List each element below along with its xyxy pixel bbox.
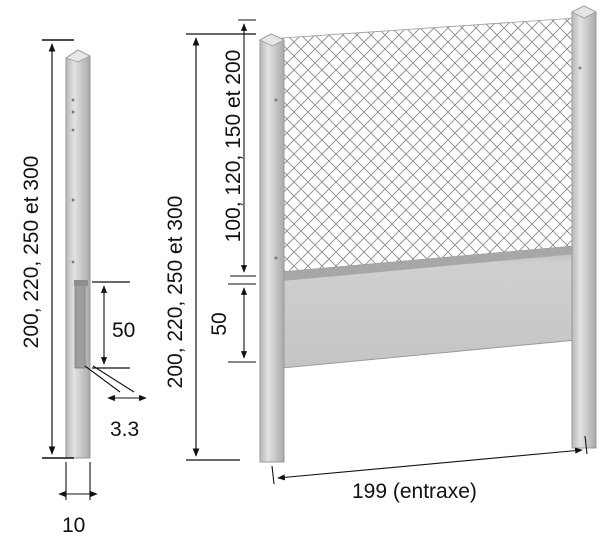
single-post-top bbox=[65, 49, 91, 63]
slot-depth-dimension: 3.3 bbox=[84, 365, 147, 441]
fence-post-height-dimension: 200, 220, 250 et 300 bbox=[164, 33, 256, 461]
plate-height-label: 50 bbox=[208, 312, 231, 335]
spacing-dimension: 199 (entraxe) bbox=[271, 435, 588, 503]
post-slot bbox=[74, 283, 86, 369]
post-width-label: 10 bbox=[62, 514, 85, 537]
wire-mesh bbox=[281, 17, 577, 273]
plate-height-dimension: 50 bbox=[208, 283, 256, 363]
slot-height-dimension: 50 bbox=[92, 281, 135, 369]
single-post-height-label: 200, 220, 250 et 300 bbox=[20, 156, 43, 349]
mesh-height-label: 100, 120, 150 et 200 bbox=[222, 50, 245, 243]
fence-post-height-label: 200, 220, 250 et 300 bbox=[164, 196, 187, 389]
fence-assembly bbox=[259, 5, 597, 463]
slot-depth-label: 3.3 bbox=[110, 418, 139, 441]
post-width-dimension: 10 bbox=[58, 462, 98, 537]
single-post-body bbox=[65, 49, 91, 459]
mesh-height-dimension: 100, 120, 150 et 200 bbox=[222, 19, 256, 277]
slot-height-label: 50 bbox=[112, 319, 135, 342]
single-post-height-dimension: 200, 220, 250 et 300 bbox=[20, 39, 74, 459]
single-post bbox=[65, 49, 91, 459]
left-post bbox=[259, 33, 285, 463]
right-post bbox=[571, 5, 597, 449]
spacing-label: 199 (entraxe) bbox=[352, 480, 477, 503]
